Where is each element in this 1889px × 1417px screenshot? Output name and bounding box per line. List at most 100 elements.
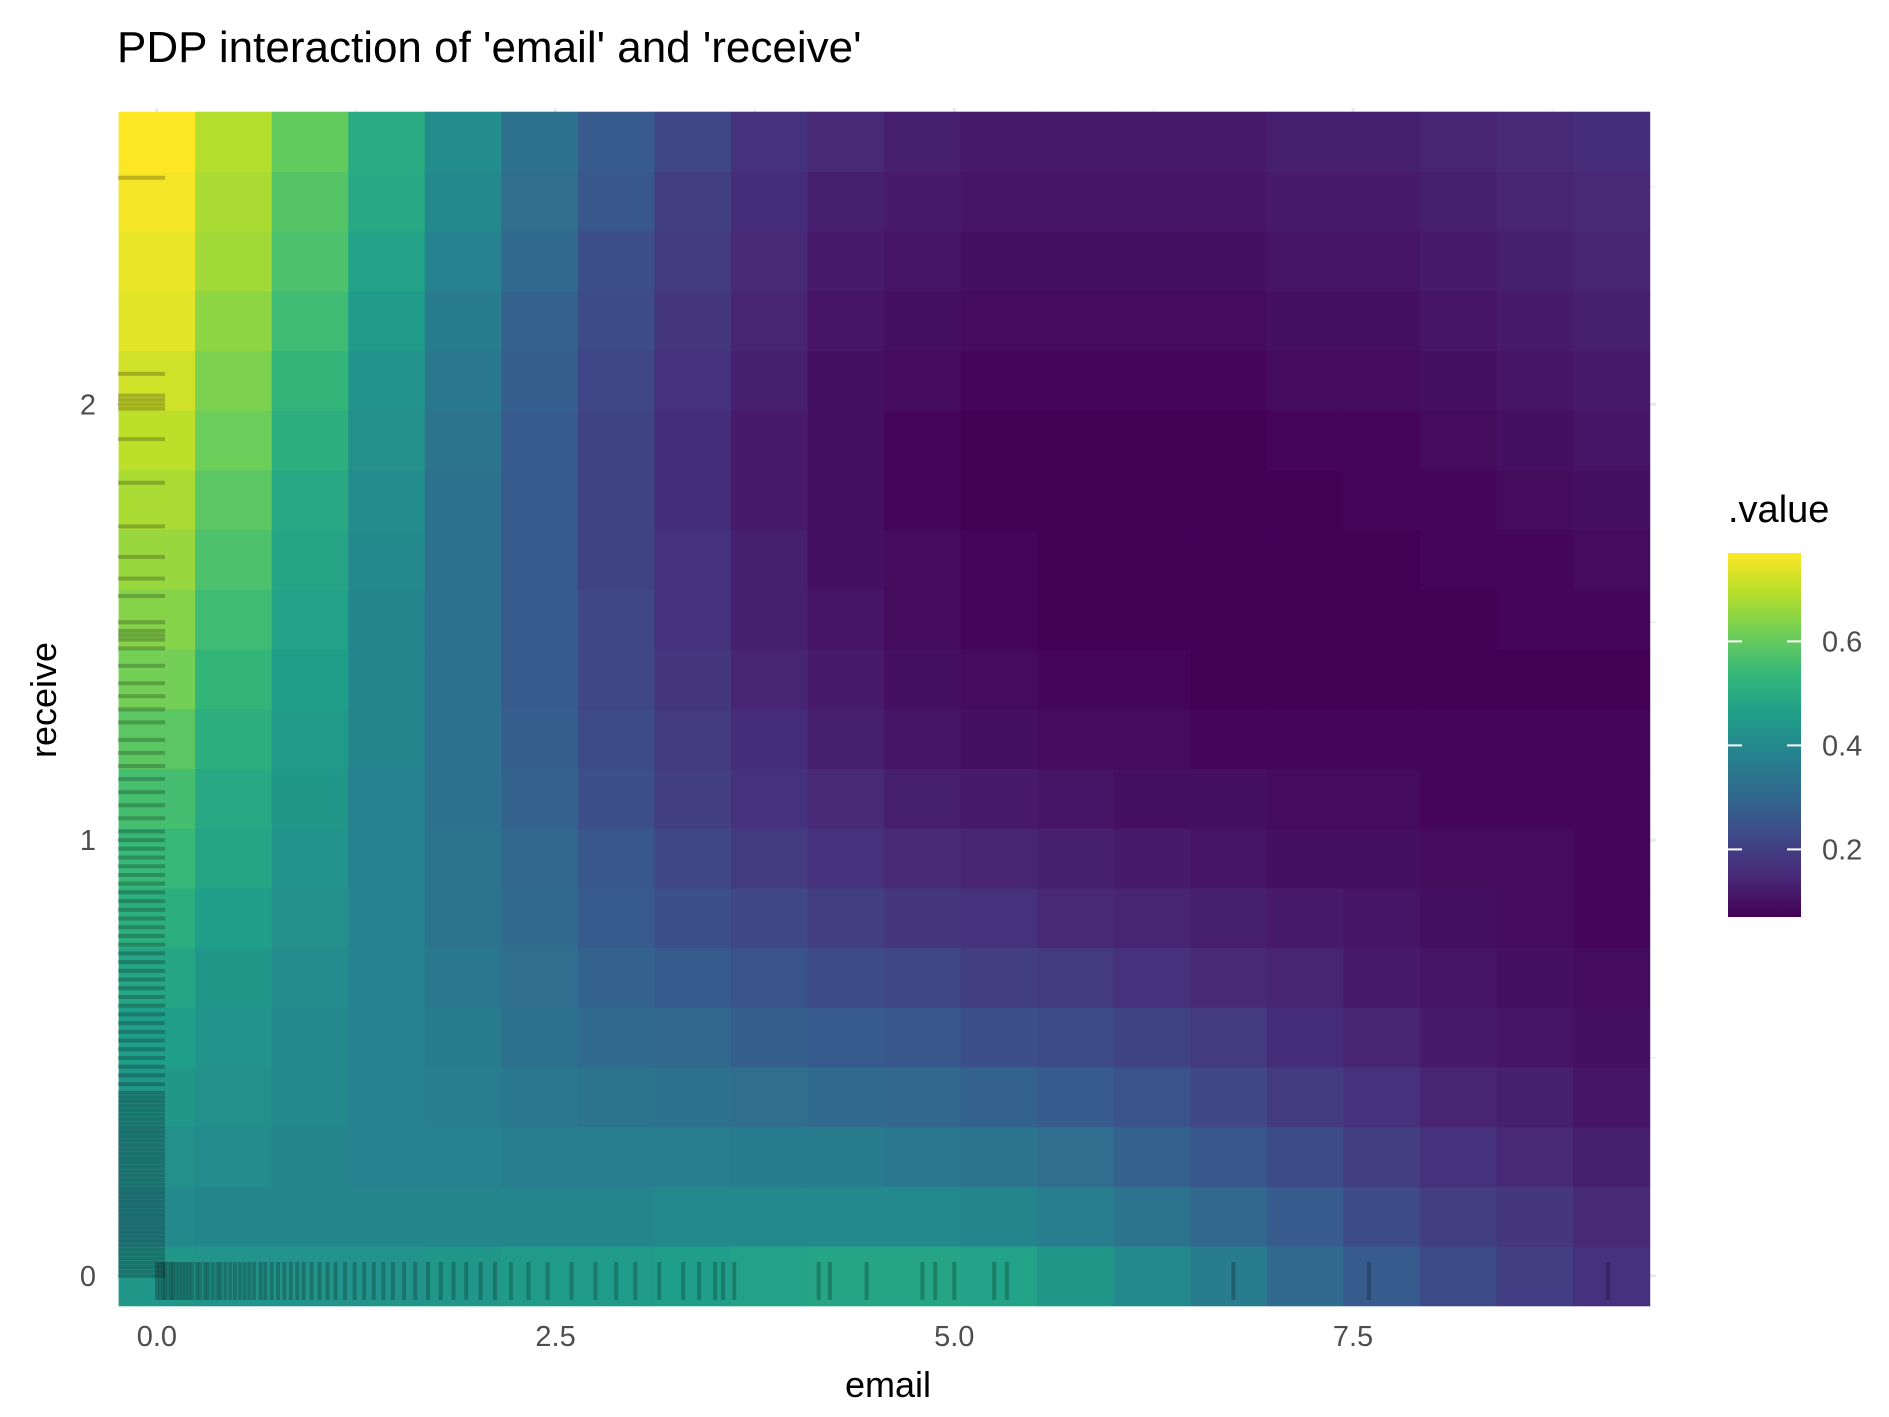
x-tick-label: 2.5 (535, 1321, 575, 1353)
heatmap-tile (577, 768, 656, 829)
heatmap-tile (654, 231, 732, 292)
heatmap-tile (1573, 887, 1651, 949)
heatmap-tile (731, 1007, 809, 1068)
heatmap-tile (424, 290, 502, 352)
heatmap-tile (1419, 589, 1498, 650)
heatmap-tile (195, 708, 273, 769)
heatmap-tile (577, 111, 656, 172)
heatmap-tile (1266, 1066, 1345, 1128)
heatmap-tile (1496, 350, 1574, 411)
heatmap-tile (118, 828, 196, 889)
heatmap-tile (348, 290, 426, 352)
heatmap-tile (1190, 410, 1268, 471)
heatmap-tile (501, 231, 579, 292)
heatmap-tile (1190, 350, 1268, 411)
heatmap-tile (1573, 1246, 1651, 1307)
legend-tick-label: 0.6 (1822, 626, 1862, 658)
heatmap-tile (884, 1126, 962, 1187)
heatmap-tile (1419, 708, 1498, 769)
heatmap-tile (1343, 350, 1421, 411)
heatmap-tile (501, 1007, 579, 1068)
heatmap-tile (1343, 828, 1421, 889)
heatmap-tile (1266, 529, 1345, 590)
heatmap-tile (424, 111, 502, 172)
heatmap-tile (1113, 947, 1191, 1008)
heatmap-tile (1343, 1066, 1421, 1128)
chart-title: PDP interaction of 'email' and 'receive' (117, 23, 862, 72)
heatmap-tile (960, 171, 1038, 232)
heatmap-tile (348, 350, 426, 411)
heatmap-tile (884, 171, 962, 232)
heatmap-tile (1190, 1126, 1268, 1187)
heatmap-tile (731, 828, 809, 889)
heatmap-tile (271, 1126, 349, 1187)
heatmap-tile (960, 828, 1038, 889)
heatmap-tile (577, 1186, 656, 1247)
heatmap-tile (807, 1246, 885, 1307)
heatmap-tile (960, 1126, 1038, 1187)
heatmap-tile (1037, 768, 1115, 829)
heatmap-tile (424, 649, 502, 710)
heatmap-tile (1037, 529, 1115, 590)
heatmap-tile (1419, 171, 1498, 232)
heatmap-tile (654, 589, 732, 650)
heatmap-tile (195, 410, 273, 471)
heatmap-tile (424, 828, 502, 889)
heatmap-tile (807, 1066, 885, 1128)
heatmap-tile (271, 1066, 349, 1128)
heatmap-tile (1496, 947, 1574, 1008)
heatmap-tile (118, 589, 196, 650)
heatmap-tile (807, 1007, 885, 1068)
heatmap-tile (1496, 529, 1574, 590)
heatmap-tile (271, 171, 349, 232)
heatmap-tile (807, 111, 885, 172)
heatmap-tile (960, 947, 1038, 1008)
heatmap-tile (424, 947, 502, 1008)
heatmap-tile (348, 1126, 426, 1187)
heatmap-tile (1419, 111, 1498, 172)
heatmap-tile (1573, 1126, 1651, 1187)
heatmap-tile (1573, 290, 1651, 352)
heatmap-tile (1573, 469, 1651, 531)
heatmap-tile (271, 290, 349, 352)
heatmap-tile (1343, 589, 1421, 650)
heatmap-tile (1037, 290, 1115, 352)
heatmap-tile (1266, 350, 1345, 411)
heatmap-tile (1037, 708, 1115, 769)
heatmap-tile (1037, 1007, 1115, 1068)
heatmap-tile (118, 947, 196, 1008)
heatmap-tile (1113, 1126, 1191, 1187)
heatmap-tile (960, 410, 1038, 471)
heatmap-tile (1266, 828, 1345, 889)
heatmap-tile (424, 1066, 502, 1128)
heatmap-tile (1113, 529, 1191, 590)
heatmap-tile (960, 350, 1038, 411)
heatmap-tile (731, 290, 809, 352)
heatmap-tile (118, 768, 196, 829)
heatmap-tile (1266, 708, 1345, 769)
heatmap-tile (1419, 1066, 1498, 1128)
heatmap-tile (1496, 1066, 1574, 1128)
heatmap-tile (731, 350, 809, 411)
heatmap-tile (1113, 708, 1191, 769)
heatmap-tile (884, 768, 962, 829)
heatmap-tile (271, 529, 349, 590)
y-tick-label: 0 (80, 1261, 96, 1293)
heatmap-tile (654, 410, 732, 471)
y-tick-label: 1 (80, 825, 96, 857)
heatmap-tile (731, 947, 809, 1008)
heatmap-tile (960, 111, 1038, 172)
heatmap-tile (1113, 469, 1191, 531)
heatmap-tile (1266, 1126, 1345, 1187)
heatmap-tile (1419, 1007, 1498, 1068)
heatmap-tile (1037, 350, 1115, 411)
heatmap-tile (577, 231, 656, 292)
heatmap-tile (1190, 1066, 1268, 1128)
heatmap-tile (884, 410, 962, 471)
heatmap-tile (424, 469, 502, 531)
heatmap-tile (501, 290, 579, 352)
heatmap-tile (731, 231, 809, 292)
heatmap-tile (1573, 589, 1651, 650)
heatmap-tile (1190, 1246, 1268, 1307)
